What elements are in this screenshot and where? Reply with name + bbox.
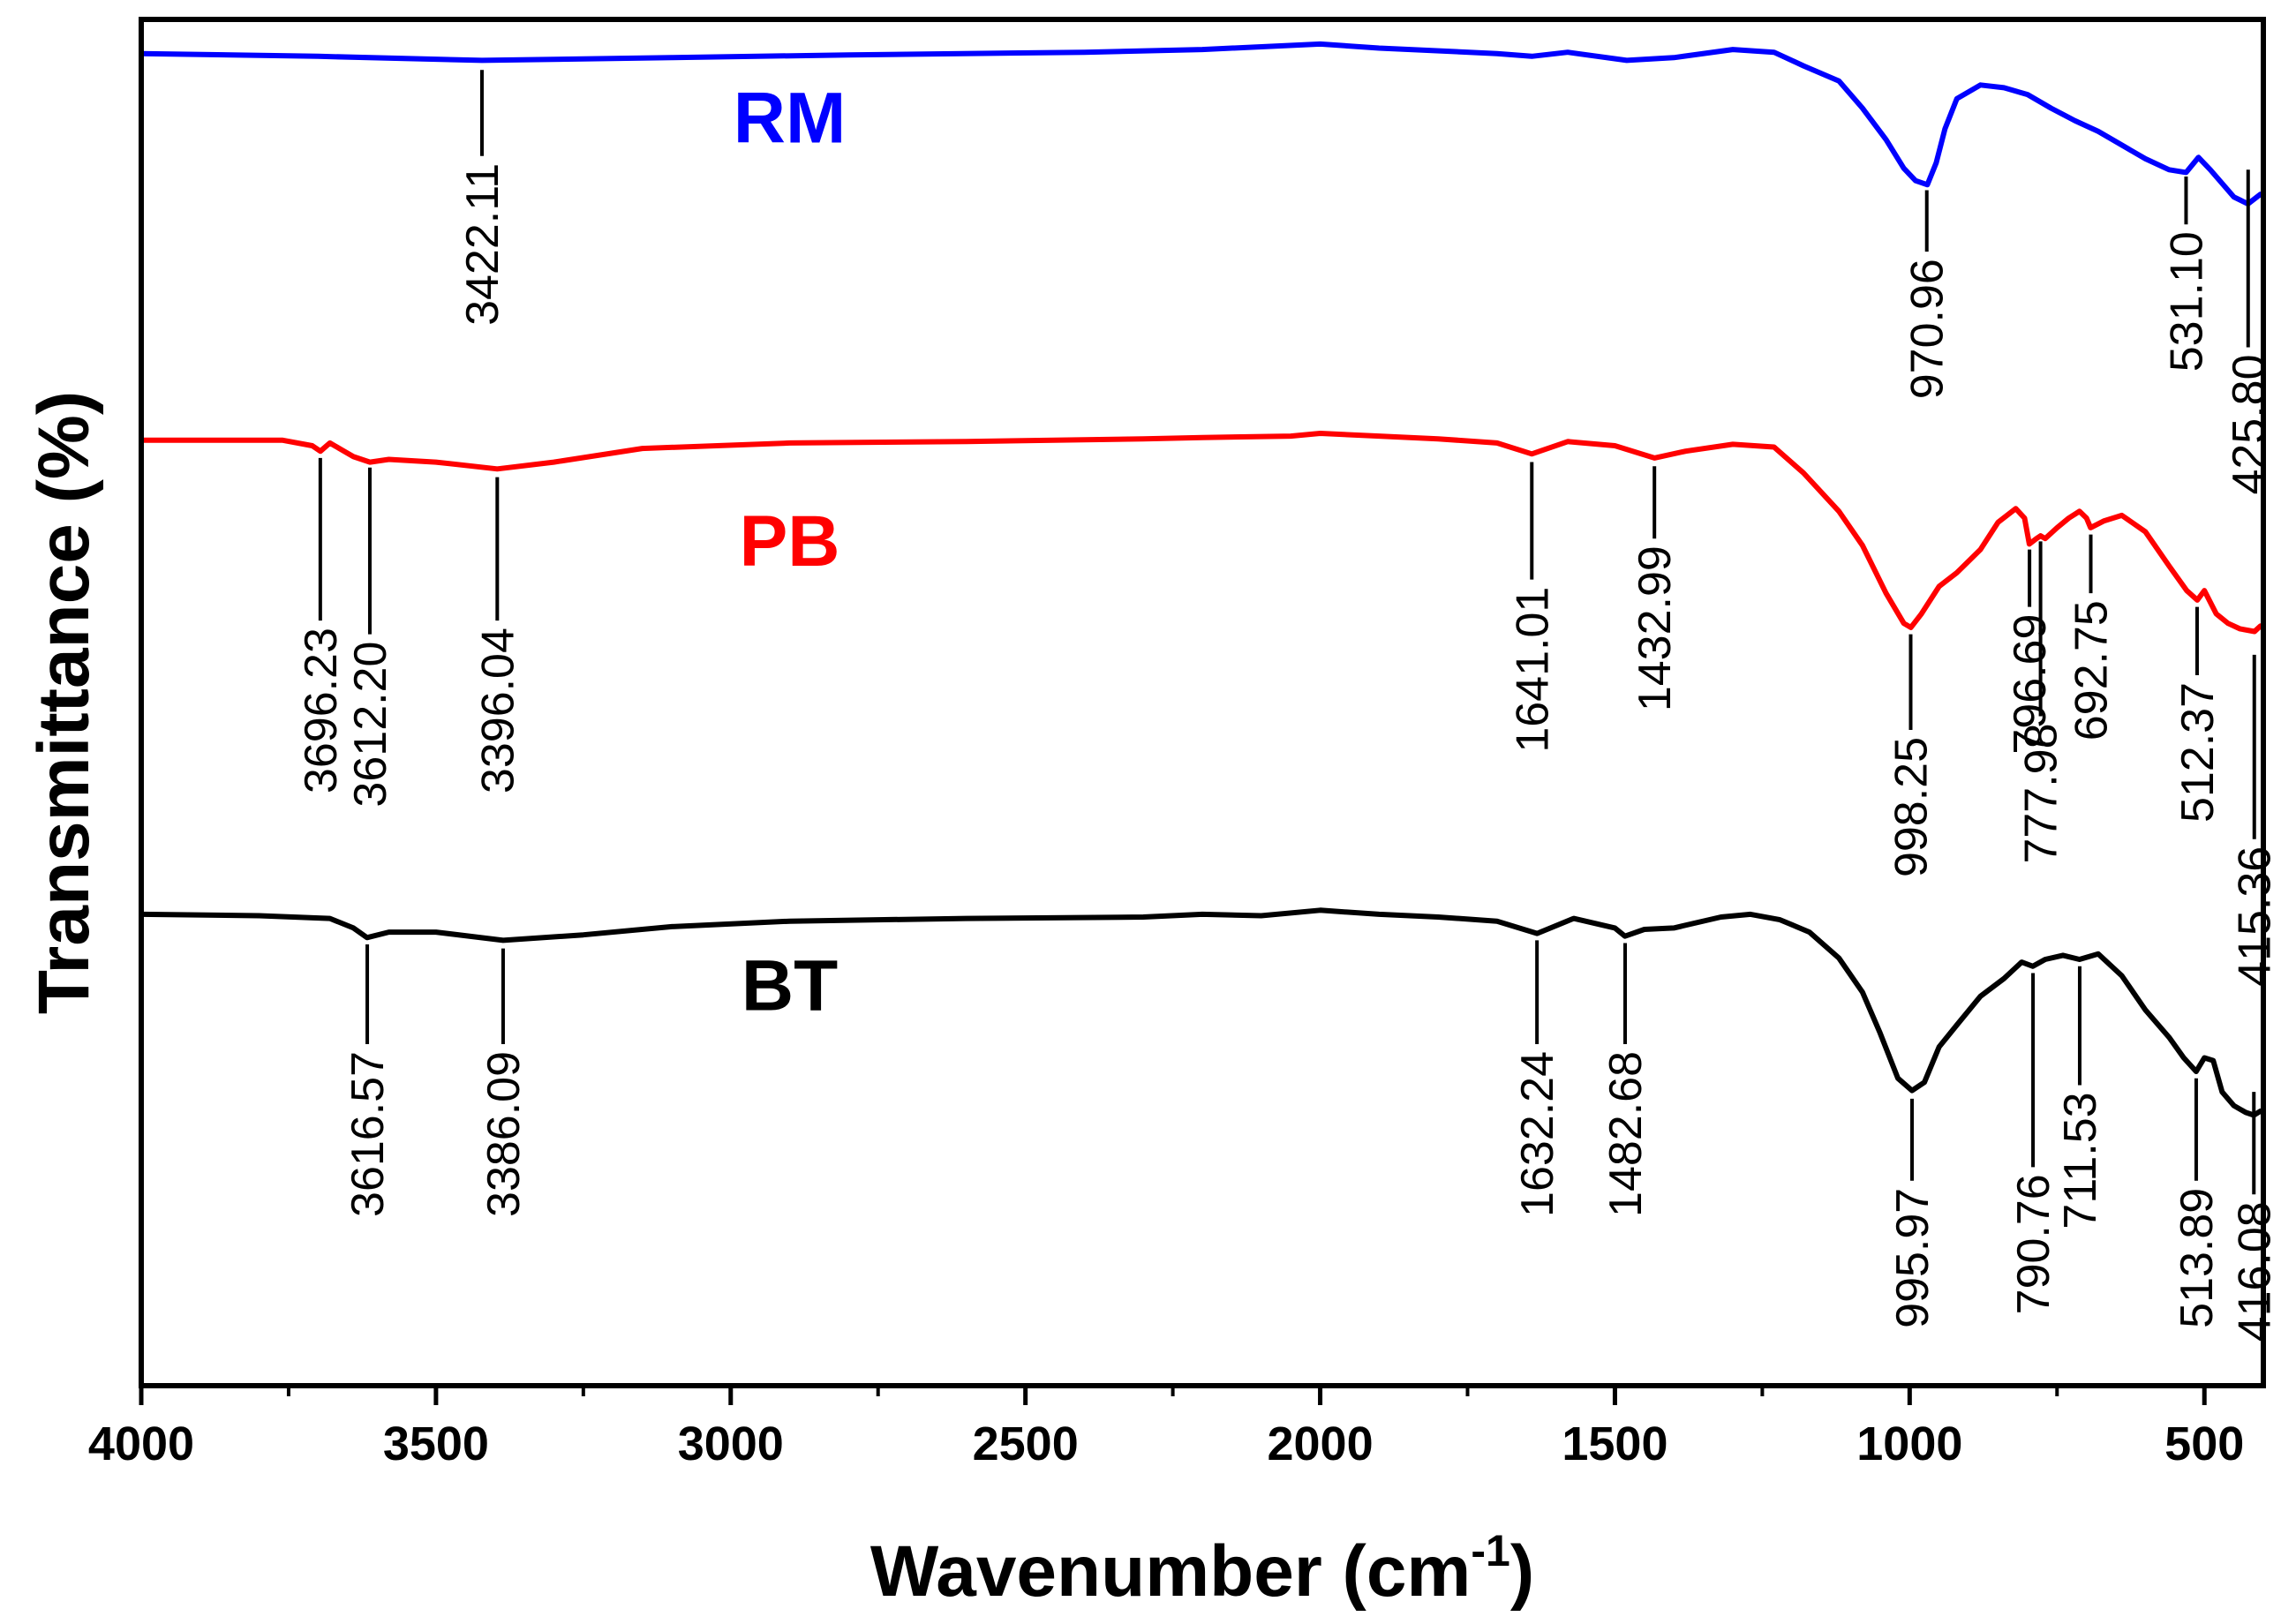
peak-label-pb-1641-01: 1641.01: [1507, 587, 1558, 753]
peak-label-bt-513-89: 513.89: [2172, 1188, 2223, 1328]
series-line-bt: [139, 907, 2263, 1118]
peak-label-rm-531-10: 531.10: [2162, 231, 2213, 372]
x-axis-title-main: Wavenumber (cm: [870, 1531, 1471, 1612]
peak-label-bt-3616-57: 3616.57: [343, 1051, 394, 1217]
x-axis-ticks: 4000 3500 3000 2500 2000 1500 1000 500: [88, 1386, 2244, 1470]
peak-label-pb-415-36: 415.36: [2230, 846, 2281, 987]
series-labels: RM PB BT: [734, 78, 847, 1026]
series-label-rm: RM: [734, 78, 847, 158]
peak-label-pb-3612-20: 3612.20: [345, 642, 396, 808]
x-tick-label-1000: 1000: [1856, 1417, 1962, 1470]
x-axis-title-close: ): [1510, 1531, 1534, 1612]
series-label-bt: BT: [742, 945, 838, 1026]
peak-label-pb-3396-04: 3396.04: [472, 628, 523, 793]
peak-label-pb-796-69: 796.69: [2005, 614, 2056, 755]
peak-label-bt-416-08: 416.08: [2229, 1201, 2280, 1342]
peak-label-pb-3696-23: 3696.23: [296, 628, 347, 793]
peak-label-bt-1632-24: 1632.24: [1512, 1051, 1563, 1217]
x-axis-title: Wavenumber (cm-1): [870, 1526, 1534, 1612]
x-tick-label-3000: 3000: [678, 1417, 784, 1470]
x-tick-label-4000: 4000: [88, 1417, 194, 1470]
x-tick-label-2500: 2500: [973, 1417, 1079, 1470]
peak-label-rm-970-96: 970.96: [1902, 259, 1954, 399]
peak-label-bt-790-76: 790.76: [2008, 1174, 2059, 1314]
peak-label-pb-777-98: 777.98: [2016, 724, 2067, 864]
x-tick-label-500: 500: [2164, 1417, 2244, 1470]
peak-label-pb-512-37: 512.37: [2172, 682, 2224, 823]
peak-label-rm-3422-11: 3422.11: [457, 163, 508, 326]
peak-label-pb-1432-99: 1432.99: [1630, 545, 1681, 711]
peak-label-pb-692-75: 692.75: [2066, 600, 2118, 741]
peak-label-pb-998-25: 998.25: [1886, 737, 1938, 877]
x-tick-label-1500: 1500: [1562, 1417, 1667, 1470]
x-tick-label-3500: 3500: [383, 1417, 489, 1470]
peak-label-bt-3386-09: 3386.09: [478, 1051, 530, 1217]
series-line-rm: [139, 41, 2263, 207]
plot-frame: [139, 17, 2266, 1388]
series-line-pb: [139, 431, 2263, 635]
x-axis-title-superscript: -1: [1471, 1526, 1509, 1575]
series-label-pb: PB: [740, 501, 840, 582]
peak-label-rm-425-80: 425.80: [2224, 355, 2275, 495]
peak-label-bt-995-97: 995.97: [1887, 1188, 1938, 1328]
y-axis-title: Transmittance (%): [24, 391, 104, 1014]
peak-label-bt-1482-68: 1482.68: [1600, 1051, 1652, 1217]
peak-label-bt-711-53: 711.53: [2055, 1092, 2106, 1229]
x-tick-label-2000: 2000: [1267, 1417, 1373, 1470]
series-layer: [139, 41, 2263, 1118]
